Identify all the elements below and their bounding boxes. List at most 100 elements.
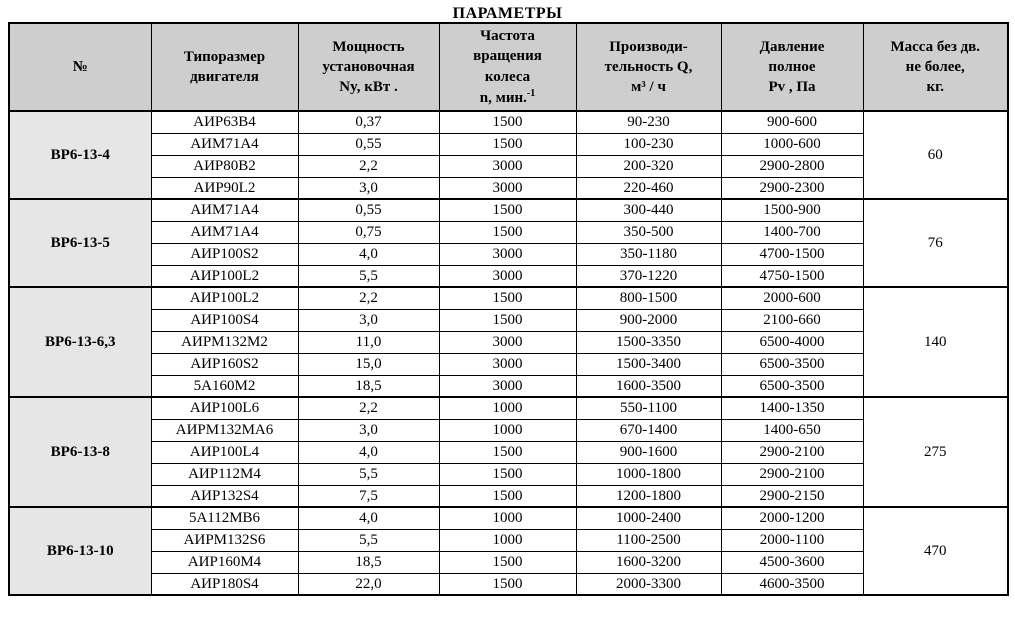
cell-capacity: 350-1180 <box>575 242 722 266</box>
table-row: АИР100S2 4,0 3000 350-1180 4700-1500 <box>9 242 1008 266</box>
cell-motor: АИР112М4 <box>150 462 299 486</box>
table-row: АИР100L2 5,5 3000 370-1220 4750-1500 <box>9 264 1008 288</box>
cell-capacity: 1100-2500 <box>575 528 722 552</box>
cell-speed: 3000 <box>438 352 577 376</box>
cell-motor: АИР160S2 <box>150 352 299 376</box>
cell-capacity: 550-1100 <box>575 396 722 420</box>
group-label-cell: ВР6-13-6,3 <box>8 286 152 398</box>
cell-power: 18,5 <box>297 374 440 398</box>
cell-motor: АИР80В2 <box>150 154 299 178</box>
table-row: АИРМ132М2 11,0 3000 1500-3350 6500-4000 <box>9 330 1008 354</box>
table-row: АИР132S4 7,5 1500 1200-1800 2900-2150 <box>9 484 1008 508</box>
cell-pressure: 2000-1200 <box>720 506 864 530</box>
col-header-number-label: № <box>72 58 88 75</box>
cell-speed: 1500 <box>438 198 577 222</box>
table-row: АИР160М4 18,5 1500 1600-3200 4500-3600 <box>9 550 1008 574</box>
table-row: АИР100S4 3,0 1500 900-2000 2100-660 <box>9 308 1008 332</box>
cell-power: 3,0 <box>297 308 440 332</box>
cell-motor: АИР180S4 <box>150 572 299 596</box>
cell-motor: АИРМ132МА6 <box>150 418 299 442</box>
cell-capacity: 800-1500 <box>575 286 722 310</box>
col-header-speed-label: Частота вращения колеса n, мин. <box>473 28 542 106</box>
group-mass-cell: 470 <box>862 506 1009 596</box>
cell-speed: 1500 <box>438 572 577 596</box>
group-label-cell: ВР6-13-10 <box>8 506 152 596</box>
cell-power: 2,2 <box>297 396 440 420</box>
cell-power: 4,0 <box>297 242 440 266</box>
table-row: ВР6-13-5 АИМ71А4 0,55 1500 300-440 1500-… <box>8 198 1009 288</box>
col-header-power: Мощность установочная Ny, кВт . <box>297 22 440 112</box>
cell-power: 15,0 <box>297 352 440 376</box>
parameters-table: № Типоразмер двигателя Мощность установо… <box>8 22 1009 596</box>
cell-motor: АИР160М4 <box>150 550 299 574</box>
cell-speed: 3000 <box>438 154 577 178</box>
cell-pressure: 1500-900 <box>720 198 864 222</box>
col-header-mass: Масса без дв. не более, кг. <box>862 22 1009 112</box>
cell-capacity: 1000-1800 <box>575 462 722 486</box>
table-row: АИР90L2 3,0 3000 220-460 2900-2300 <box>9 176 1008 200</box>
cell-speed: 1500 <box>438 220 577 244</box>
cell-speed: 1000 <box>438 506 577 530</box>
table-row: ВР6-13-8 АИР100L6 2,2 1000 550-1100 1400… <box>8 396 1009 508</box>
table-row: 5А160М2 18,5 3000 1600-3500 6500-3500 <box>9 374 1008 398</box>
cell-motor: АИМ71А4 <box>150 132 299 156</box>
cell-pressure: 4700-1500 <box>720 242 864 266</box>
cell-pressure: 2900-2100 <box>720 462 864 486</box>
cell-motor: АИР63В4 <box>150 110 299 134</box>
table-row: АИРМ132S6 5,5 1000 1100-2500 2000-1100 <box>9 528 1008 552</box>
cell-power: 0,75 <box>297 220 440 244</box>
cell-power: 4,0 <box>297 506 440 530</box>
cell-power: 11,0 <box>297 330 440 354</box>
cell-capacity: 370-1220 <box>575 264 722 288</box>
col-header-number: № <box>8 22 152 112</box>
col-header-pressure-label: Давление полное Pv , Па <box>759 38 825 96</box>
cell-speed: 1000 <box>438 418 577 442</box>
table-row: ВР6-13-10 5А112МВ6 4,0 1000 1000-2400 20… <box>8 506 1009 596</box>
cell-capacity: 100-230 <box>575 132 722 156</box>
cell-capacity: 670-1400 <box>575 418 722 442</box>
cell-motor: АИР100L6 <box>150 396 299 420</box>
cell-speed: 1500 <box>438 308 577 332</box>
cell-pressure: 1400-650 <box>720 418 864 442</box>
group-mass-cell: 140 <box>862 286 1009 398</box>
group-mass-cell: 60 <box>862 110 1009 200</box>
cell-pressure: 4750-1500 <box>720 264 864 288</box>
table-row: ВР6-13-4 АИР63В4 0,37 1500 90-230 900-60… <box>8 110 1009 200</box>
cell-pressure: 1000-600 <box>720 132 864 156</box>
cell-motor: 5А160М2 <box>150 374 299 398</box>
cell-speed: 3000 <box>438 374 577 398</box>
table-row: АИМ71А4 0,75 1500 350-500 1400-700 <box>9 220 1008 244</box>
cell-capacity: 1500-3350 <box>575 330 722 354</box>
cell-speed: 3000 <box>438 176 577 200</box>
cell-capacity: 900-2000 <box>575 308 722 332</box>
cell-pressure: 2900-2100 <box>720 440 864 464</box>
cell-pressure: 6500-4000 <box>720 330 864 354</box>
cell-speed: 1500 <box>438 440 577 464</box>
col-header-mass-label: Масса без дв. не более, кг. <box>890 38 981 96</box>
cell-pressure: 2000-1100 <box>720 528 864 552</box>
col-header-pressure: Давление полное Pv , Па <box>720 22 864 112</box>
cell-speed: 1000 <box>438 528 577 552</box>
table-row: ВР6-13-6,3 АИР100L2 2,2 1500 800-1500 20… <box>8 286 1009 398</box>
cell-speed: 1500 <box>438 132 577 156</box>
cell-capacity: 2000-3300 <box>575 572 722 596</box>
col-header-motor-type: Типоразмер двигателя <box>150 22 299 112</box>
col-header-speed: Частота вращения колеса n, мин.-1 <box>438 22 577 112</box>
cell-pressure: 1400-700 <box>720 220 864 244</box>
col-header-power-label: Мощность установочная Ny, кВт . <box>322 38 415 96</box>
cell-pressure: 900-600 <box>720 110 864 134</box>
cell-motor: АИРМ132М2 <box>150 330 299 354</box>
cell-capacity: 1600-3500 <box>575 374 722 398</box>
cell-power: 5,5 <box>297 264 440 288</box>
col-header-motor-type-label: Типоразмер двигателя <box>183 48 266 85</box>
cell-motor: АИРМ132S6 <box>150 528 299 552</box>
cell-pressure: 1400-1350 <box>720 396 864 420</box>
cell-pressure: 2900-2300 <box>720 176 864 200</box>
cell-motor: АИР100L4 <box>150 440 299 464</box>
cell-capacity: 1600-3200 <box>575 550 722 574</box>
col-header-capacity: Производи- тельность Q, м³ / ч <box>575 22 722 112</box>
cell-motor: АИМ71А4 <box>150 220 299 244</box>
cell-motor: АИР132S4 <box>150 484 299 508</box>
cell-pressure: 4500-3600 <box>720 550 864 574</box>
header-row: № Типоразмер двигателя Мощность установо… <box>8 22 1009 112</box>
